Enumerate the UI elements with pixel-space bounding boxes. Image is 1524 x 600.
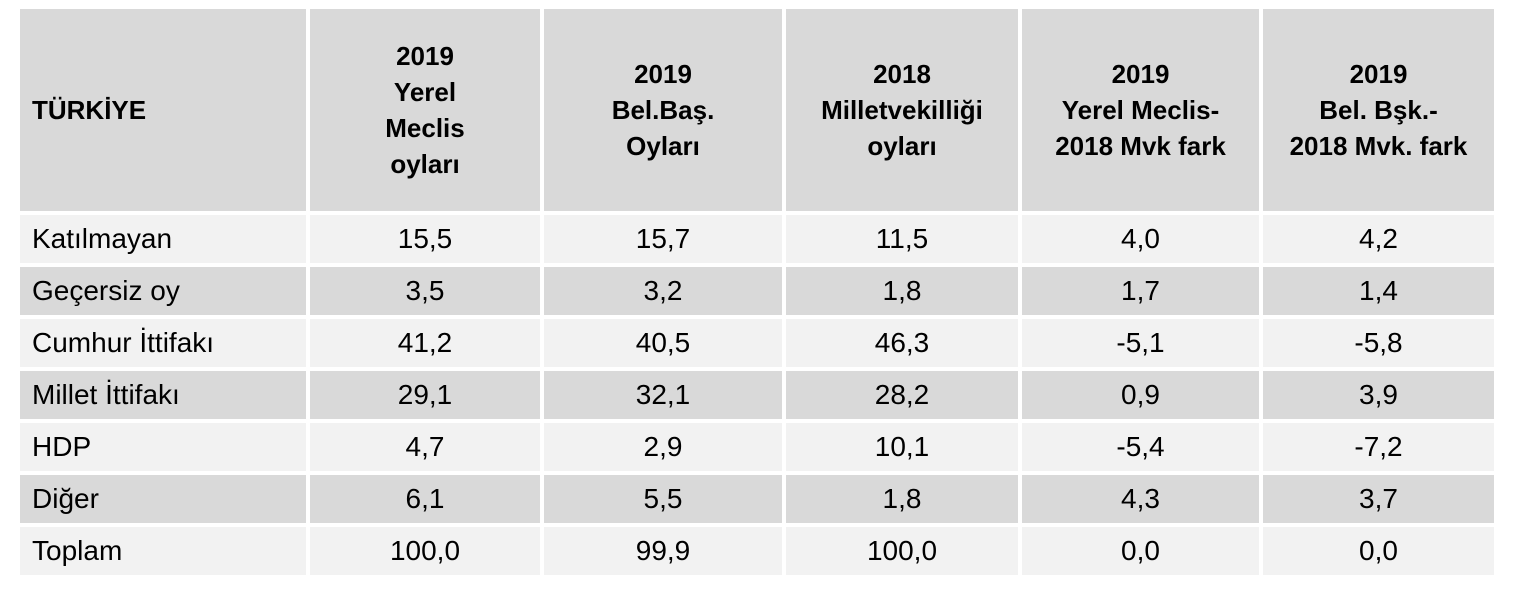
row-value: 1,4 — [1263, 267, 1494, 315]
header-col-5: 2019 Bel. Bşk.- 2018 Mvk. fark — [1263, 9, 1494, 211]
header-col-2: 2019 Bel.Baş. Oyları — [544, 9, 782, 211]
row-value: 11,5 — [786, 215, 1018, 263]
row-value: 1,8 — [786, 475, 1018, 523]
row-value: 4,7 — [310, 423, 540, 471]
row-value: 4,0 — [1022, 215, 1259, 263]
header-col-1-line-4: oyları — [390, 149, 460, 179]
header-col-4-line-1: 2019 — [1111, 59, 1170, 89]
header-col-2-line-1: 2019 — [634, 59, 692, 89]
row-value: 100,0 — [310, 527, 540, 575]
results-table: TÜRKİYE 2019 Yerel Meclis oyları 2019 Bel.Baş… — [16, 5, 1498, 579]
header-col-5-line-1: 2019 — [1349, 59, 1408, 89]
row-value: -5,8 — [1263, 319, 1494, 367]
row-value: 0,0 — [1263, 527, 1494, 575]
table-row: Cumhur İttifakı 41,2 40,5 46,3 -5,1 -5,8 — [20, 319, 1494, 367]
row-value: 100,0 — [786, 527, 1018, 575]
row-label: HDP — [20, 423, 306, 471]
header-row: TÜRKİYE 2019 Yerel Meclis oyları 2019 Bel.Baş… — [20, 9, 1494, 211]
row-value: 28,2 — [786, 371, 1018, 419]
row-value: 3,7 — [1263, 475, 1494, 523]
row-value: 1,7 — [1022, 267, 1259, 315]
header-col-1-line-2: Yerel — [393, 77, 457, 107]
header-col-5-line-3: 2018 Mvk. fark — [1289, 131, 1468, 161]
row-value: 3,9 — [1263, 371, 1494, 419]
table-row: Geçersiz oy 3,5 3,2 1,8 1,7 1,4 — [20, 267, 1494, 315]
row-label: Geçersiz oy — [20, 267, 306, 315]
row-value: 1,8 — [786, 267, 1018, 315]
header-col-1: 2019 Yerel Meclis oyları — [310, 9, 540, 211]
row-value: 2,9 — [544, 423, 782, 471]
row-value: 3,5 — [310, 267, 540, 315]
row-value: 32,1 — [544, 371, 782, 419]
row-value: 0,9 — [1022, 371, 1259, 419]
header-col-3-line-2: Milletvekilliği — [821, 95, 983, 125]
row-value: 6,1 — [310, 475, 540, 523]
row-value: 0,0 — [1022, 527, 1259, 575]
row-value: 46,3 — [786, 319, 1018, 367]
row-value: 29,1 — [310, 371, 540, 419]
header-col-3-line-3: oyları — [867, 131, 937, 161]
row-label: Toplam — [20, 527, 306, 575]
header-col-1-line-1: 2019 — [396, 41, 454, 71]
row-value: 4,3 — [1022, 475, 1259, 523]
row-value: 99,9 — [544, 527, 782, 575]
row-value: -7,2 — [1263, 423, 1494, 471]
header-col-3: 2018 Milletvekilliği oyları — [786, 9, 1018, 211]
results-table-wrapper: TÜRKİYE 2019 Yerel Meclis oyları 2019 Bel.Baş… — [16, 5, 1498, 579]
row-value: -5,4 — [1022, 423, 1259, 471]
header-col-4: 2019 Yerel Meclis- 2018 Mvk fark — [1022, 9, 1259, 211]
header-col-4-line-3: 2018 Mvk fark — [1055, 131, 1226, 161]
table-row: HDP 4,7 2,9 10,1 -5,4 -7,2 — [20, 423, 1494, 471]
table-body: Katılmayan 15,5 15,7 11,5 4,0 4,2 Geçersiz oy 3… — [20, 215, 1494, 575]
row-value: 40,5 — [544, 319, 782, 367]
row-value: 15,5 — [310, 215, 540, 263]
table-row: Katılmayan 15,5 15,7 11,5 4,0 4,2 — [20, 215, 1494, 263]
table-row: Millet İttifakı 29,1 32,1 28,2 0,9 3,9 — [20, 371, 1494, 419]
header-region: TÜRKİYE — [20, 9, 306, 211]
row-value: 15,7 — [544, 215, 782, 263]
row-label: Millet İttifakı — [20, 371, 306, 419]
row-label: Cumhur İttifakı — [20, 319, 306, 367]
row-value: -5,1 — [1022, 319, 1259, 367]
table-row: Diğer 6,1 5,5 1,8 4,3 3,7 — [20, 475, 1494, 523]
row-value: 10,1 — [786, 423, 1018, 471]
header-col-1-line-3: Meclis — [385, 113, 465, 143]
row-label: Diğer — [20, 475, 306, 523]
header-col-3-line-1: 2018 — [873, 59, 931, 89]
header-col-2-line-3: Oyları — [626, 131, 700, 161]
header-col-2-line-2: Bel.Baş. — [611, 95, 715, 125]
header-col-5-line-2: Bel. Bşk.- — [1319, 95, 1438, 125]
row-value: 5,5 — [544, 475, 782, 523]
row-label: Katılmayan — [20, 215, 306, 263]
row-value: 4,2 — [1263, 215, 1494, 263]
row-value: 41,2 — [310, 319, 540, 367]
table-row: Toplam 100,0 99,9 100,0 0,0 0,0 — [20, 527, 1494, 575]
header-col-4-line-2: Yerel Meclis- — [1061, 95, 1220, 125]
row-value: 3,2 — [544, 267, 782, 315]
